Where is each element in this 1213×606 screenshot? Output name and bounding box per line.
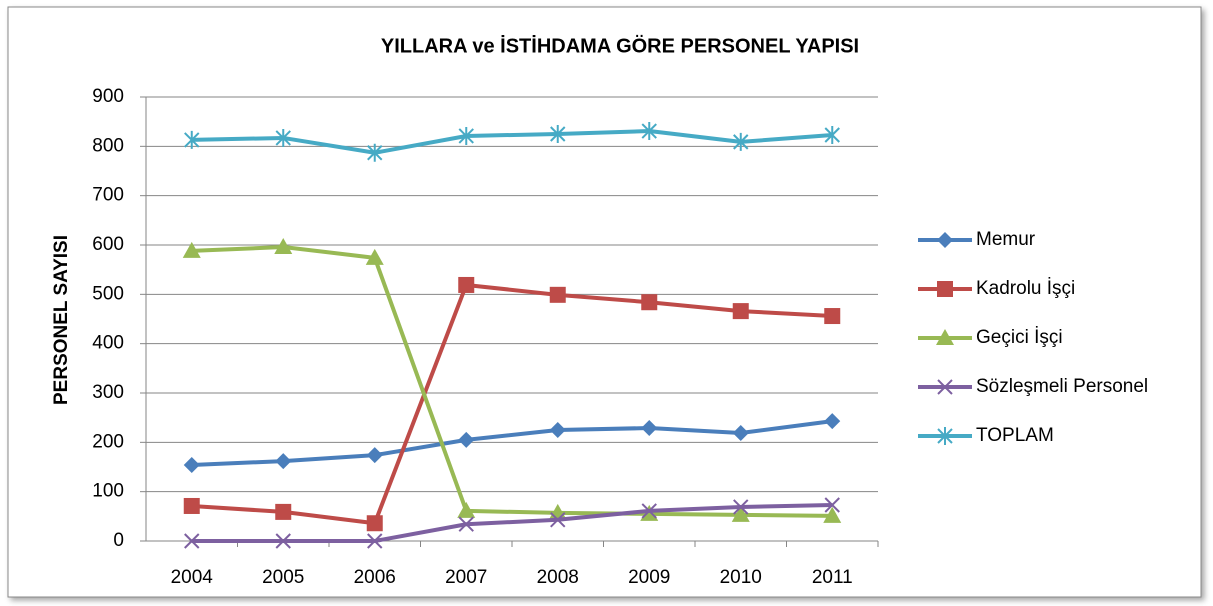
legend-label: Kadrolu İşçi [976, 278, 1075, 299]
x-tick-label: 2006 [354, 567, 396, 588]
x-tick-label: 2004 [171, 567, 214, 588]
series-line [191, 419, 833, 468]
marker [937, 281, 953, 297]
series-line [191, 502, 833, 543]
y-tick-label: 700 [92, 185, 124, 206]
marker [549, 422, 566, 438]
marker [275, 533, 291, 549]
marker [549, 286, 566, 303]
legend-label: Geçici İşçi [976, 327, 1063, 348]
marker [275, 503, 292, 520]
y-tick-label: 300 [92, 382, 124, 403]
x-tick-label: 2007 [445, 567, 487, 588]
marker [824, 413, 841, 430]
marker [641, 122, 657, 141]
marker [458, 276, 475, 293]
marker [183, 457, 200, 474]
marker [824, 497, 840, 513]
y-tick-label: 0 [113, 530, 124, 551]
legend-label: Sözleşmeli Personel [976, 376, 1148, 397]
y-tick-label: 400 [92, 333, 124, 354]
marker [458, 431, 475, 448]
marker [367, 533, 383, 549]
marker [824, 308, 841, 325]
marker [936, 329, 954, 345]
x-tick-label: 2009 [628, 567, 670, 588]
marker [641, 503, 657, 519]
marker [937, 232, 953, 248]
marker [732, 424, 749, 441]
marker [732, 303, 749, 320]
marker [182, 241, 201, 258]
series-line [191, 282, 833, 526]
marker [184, 130, 200, 149]
x-tick-label: 2005 [262, 567, 304, 588]
marker [457, 501, 476, 518]
x-tick-label: 2010 [720, 567, 762, 588]
chart-frame [7, 6, 1202, 598]
marker [937, 379, 953, 395]
chart-title: YILLARA ve İSTİHDAMA GÖRE PERSONEL YAPIS… [381, 34, 859, 57]
marker [458, 516, 474, 532]
marker [733, 499, 749, 515]
y-axis-label: PERSONEL SAYISI [51, 235, 72, 405]
marker [733, 132, 749, 151]
marker [641, 294, 658, 311]
marker [937, 427, 953, 445]
marker [550, 125, 566, 143]
marker [184, 533, 200, 549]
marker [275, 128, 291, 147]
series-line [191, 244, 833, 518]
marker [823, 506, 842, 523]
y-tick-label: 100 [92, 481, 124, 502]
y-tick-label: 600 [92, 234, 124, 255]
marker [274, 237, 293, 254]
y-tick-label: 200 [92, 431, 124, 452]
marker [366, 515, 383, 532]
marker [824, 125, 840, 144]
marker [275, 453, 292, 470]
y-tick-label: 900 [92, 86, 124, 107]
legend-label: TOPLAM [976, 425, 1054, 446]
series-line [191, 129, 833, 155]
legend-label: Memur [976, 229, 1036, 250]
marker [367, 143, 383, 162]
x-tick-label: 2008 [537, 567, 579, 588]
marker [550, 512, 566, 528]
y-tick-label: 500 [92, 283, 124, 304]
marker [183, 497, 200, 514]
marker [365, 248, 384, 265]
marker [731, 505, 750, 522]
marker [641, 420, 658, 437]
marker [366, 447, 383, 464]
marker [458, 126, 474, 145]
y-tick-label: 800 [92, 135, 124, 156]
x-tick-label: 2011 [812, 567, 853, 588]
